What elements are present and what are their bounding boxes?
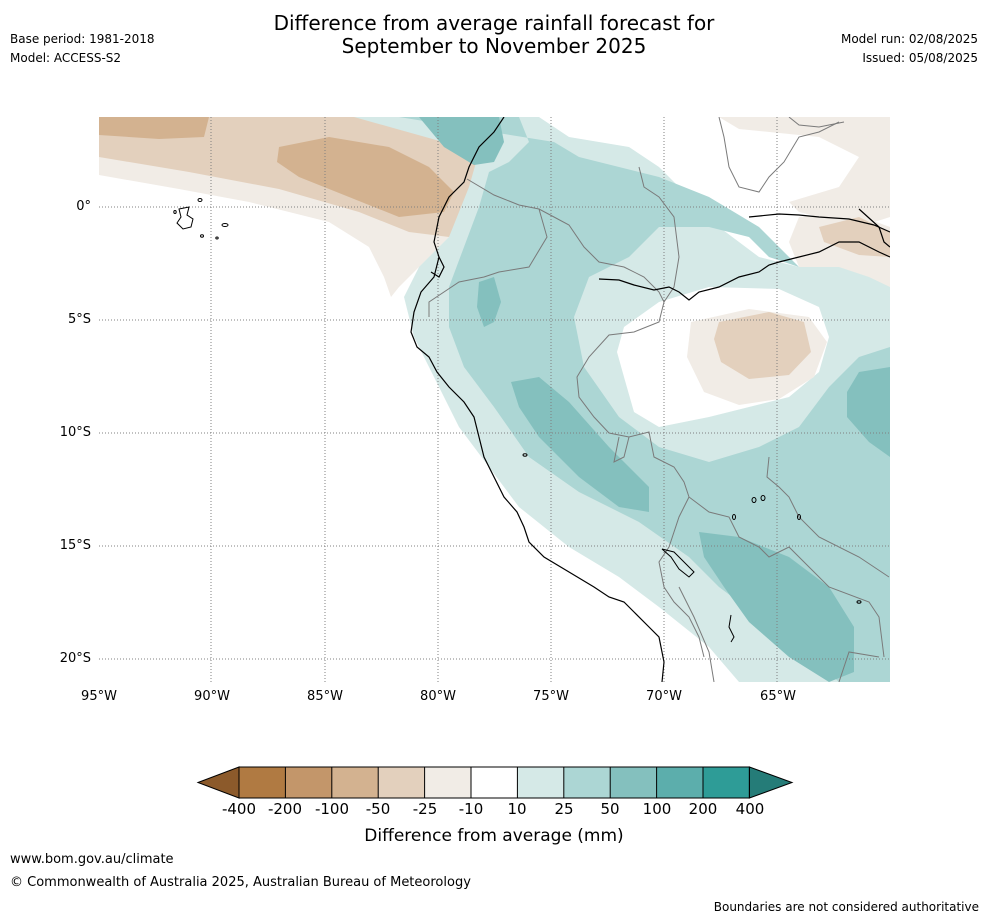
lon-label: 85°W (307, 689, 343, 704)
graticule (99, 117, 890, 682)
lat-label: 5°S (67, 312, 91, 327)
colorbar-swatch (331, 767, 379, 798)
lakes (522, 453, 862, 643)
colorbar-swatch (239, 767, 286, 798)
dry-anomaly-25-50 (819, 217, 890, 257)
galapagos-islands (173, 198, 229, 240)
bom-url-link[interactable]: www.bom.gov.au/climate (10, 852, 174, 867)
dry-anomaly-25-50 (714, 312, 811, 379)
model-run-label: Model run: 02/08/2025 (840, 32, 978, 46)
lat-label: 20°S (59, 651, 91, 666)
country-borders (428, 117, 890, 682)
colorbar-extend-high (748, 766, 794, 799)
colorbar-swatch (656, 767, 703, 798)
colorbar-title: Difference from average (mm) (364, 826, 624, 846)
colorbar-tick-label: -10 (458, 800, 484, 818)
colorbar-tick-label: 10 (507, 800, 527, 818)
colorbar-tick-label: -25 (412, 800, 438, 818)
colorbar (196, 766, 794, 799)
lon-label: 75°W (533, 689, 569, 704)
coastline (410, 117, 890, 682)
wet-anomaly-25-50 (399, 117, 890, 682)
colorbar-extend-low (196, 766, 240, 799)
colorbar-swatch (610, 767, 657, 798)
rainfall-map (99, 117, 890, 682)
colorbar-swatch (424, 767, 471, 798)
lat-label: 10°S (59, 425, 91, 440)
dry-anomaly-10-25 (719, 117, 890, 227)
colorbar-tick-label: 25 (554, 800, 574, 818)
copyright-notice: © Commonwealth of Australia 2025, Austra… (10, 875, 471, 890)
dry-anomaly-50-100 (99, 117, 209, 139)
colorbar-tick-label: -100 (314, 800, 350, 818)
colorbar-tick-label: -50 (365, 800, 391, 818)
colorbar-tick-label: -200 (267, 800, 303, 818)
colorbar-swatch (563, 767, 611, 798)
colorbar-tick-label: -400 (221, 800, 257, 818)
lon-label: 95°W (81, 689, 117, 704)
model-label: Model: ACCESS-S2 (10, 51, 122, 65)
colorbar-swatch (378, 767, 425, 798)
issued-label: Issued: 05/08/2025 (862, 51, 978, 65)
lon-label: 90°W (194, 689, 230, 704)
map-title: Difference from average rainfall forecas… (0, 12, 988, 58)
wet-anomaly-50-100 (477, 277, 501, 327)
base-period-label: Base period: 1981-2018 (10, 32, 155, 46)
lat-label: 15°S (59, 538, 91, 553)
wet-anomaly-50-100 (419, 117, 504, 165)
wet-anomaly-50-100 (847, 367, 890, 457)
lat-label: 0° (76, 199, 91, 214)
wet-anomaly-50-100 (511, 377, 649, 512)
colorbar-tick-label: 200 (688, 800, 718, 818)
dry-anomaly-50-100 (277, 137, 454, 217)
colorbar-swatch (703, 767, 750, 798)
title-line-2: September to November 2025 (341, 34, 647, 58)
lon-label: 70°W (646, 689, 682, 704)
boundaries-disclaimer: Boundaries are not considered authoritat… (713, 900, 979, 914)
lon-label: 80°W (420, 689, 456, 704)
colorbar-swatch (285, 767, 332, 798)
colorbar-swatch (517, 767, 564, 798)
colorbar-swatch (471, 767, 518, 798)
colorbar-tick-label: 400 (735, 800, 765, 818)
lon-label: 65°W (760, 689, 796, 704)
colorbar-tick-label: 100 (642, 800, 672, 818)
colorbar-tick-label: 50 (600, 800, 620, 818)
title-line-1: Difference from average rainfall forecas… (273, 11, 715, 35)
